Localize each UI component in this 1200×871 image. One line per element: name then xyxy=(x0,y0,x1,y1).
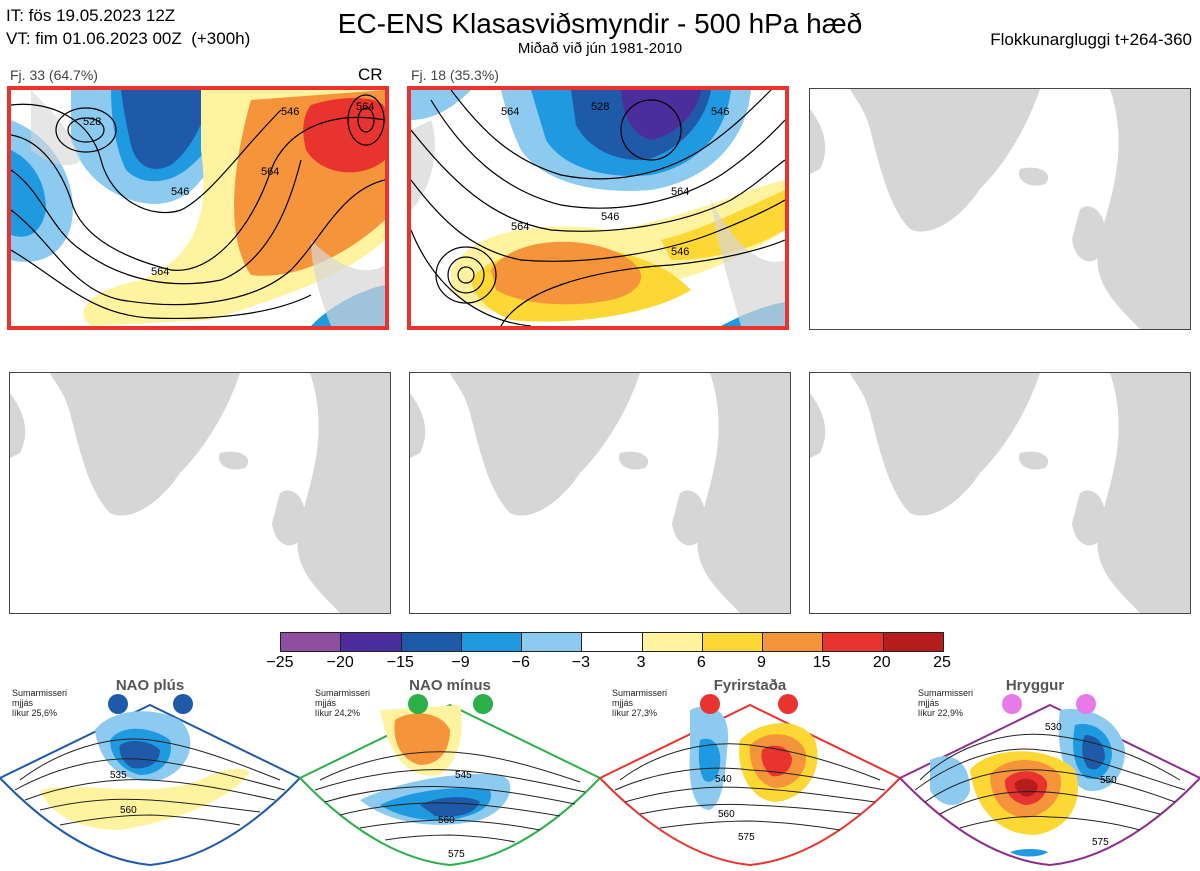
panel-1-contour-label: 564 xyxy=(356,101,374,113)
colorbar-tick: 20 xyxy=(872,654,891,671)
page-title: EC-ENS Klasasviðsmyndir - 500 hPa hæð xyxy=(337,8,863,39)
colorbar-swatch xyxy=(582,633,643,651)
colorbar-tick: 3 xyxy=(636,654,646,671)
colorbar-swatch xyxy=(823,633,884,651)
cluster-map-1[interactable]: 528 546 564 564 546 564 xyxy=(7,86,389,330)
panel-2-contour-label: 564 xyxy=(511,221,529,233)
panel-1-label: Fj. 33 (64.7%) xyxy=(10,67,98,83)
regime-3-marker xyxy=(778,694,798,714)
colorbar-swatch xyxy=(883,633,943,651)
regime-2-title: NAO mínus xyxy=(409,677,491,694)
regime-4-map[interactable]: 530 550 575 xyxy=(898,694,1200,867)
regime-1-contour-label: 560 xyxy=(120,805,137,816)
regime-4-contour-label: 550 xyxy=(1100,775,1117,786)
colorbar-tick: 15 xyxy=(812,654,831,671)
colorbar xyxy=(280,632,944,652)
regime-3-marker xyxy=(700,694,720,714)
colorbar-swatch xyxy=(401,633,462,651)
panel-1-contour-label: 528 xyxy=(83,116,101,128)
panel-2-contour-label: 546 xyxy=(671,246,689,258)
regime-3-contour-label: 575 xyxy=(738,832,755,843)
colorbar-tick: −25 xyxy=(266,654,294,671)
panel-2-contour-label: 564 xyxy=(501,106,519,118)
panel-1-contour-label: 564 xyxy=(151,266,169,278)
regime-4-note: Sumarmisseri mjjás líkur 22,9% xyxy=(918,688,974,718)
page-subtitle: Miðað við jún 1981-2010 xyxy=(517,40,683,57)
regime-3-contour-label: 560 xyxy=(718,809,735,820)
panel-2-contour-label: 528 xyxy=(591,101,609,113)
regime-3-note: Sumarmisseri mjjás líkur 27,3% xyxy=(612,688,668,718)
regime-4-marker xyxy=(1002,694,1022,714)
colorbar-swatch xyxy=(763,633,824,651)
regime-2-contour-label: 560 xyxy=(438,815,455,826)
empty-map-5 xyxy=(409,372,791,614)
colorbar-tick: −9 xyxy=(451,654,470,671)
regime-3-title: Fyrirstaða xyxy=(713,677,787,694)
regime-1-note: Sumarmisseri mjjás líkur 25,6% xyxy=(12,688,68,718)
colorbar-tick: −6 xyxy=(511,654,530,671)
classification-window: Flokkunargluggi t+264-360 xyxy=(990,30,1192,49)
colorbar-swatch xyxy=(341,633,402,651)
cluster-map-2[interactable]: 528 546 564 564 546 564 546 xyxy=(407,86,789,330)
colorbar-tick: −20 xyxy=(326,654,354,671)
cluster-map-1-svg: 528 546 564 564 546 564 xyxy=(11,90,385,326)
panel-1-contour-label: 546 xyxy=(281,106,299,118)
regime-4-contour-label: 530 xyxy=(1045,722,1062,733)
panel-1-contour-label: 564 xyxy=(261,166,279,178)
empty-map-6 xyxy=(809,372,1191,614)
regime-1-contour-label: 535 xyxy=(110,770,127,781)
colorbar-swatch xyxy=(281,633,342,651)
regime-4-title: Hryggur xyxy=(1005,677,1065,694)
valid-time: VT: fim 01.06.2023 00Z (+300h) xyxy=(6,29,251,48)
colorbar-swatch xyxy=(522,633,583,651)
regime-2-map[interactable]: 545 560 575 xyxy=(298,694,602,867)
colorbar-swatch xyxy=(702,633,764,651)
regime-2-marker xyxy=(473,694,493,714)
colorbar-swatch xyxy=(642,633,703,651)
colorbar-swatch xyxy=(461,633,523,651)
regime-1-map[interactable]: 535 560 xyxy=(0,694,302,867)
regime-1-marker xyxy=(173,694,193,714)
panel-2-contour-label: 546 xyxy=(601,211,619,223)
regime-1-marker xyxy=(108,694,128,714)
cluster-map-2-svg: 528 546 564 564 546 564 546 xyxy=(411,90,785,326)
regime-4-marker xyxy=(1076,694,1096,714)
regime-4-contour-label: 575 xyxy=(1092,837,1109,848)
regime-2-contour-label: 545 xyxy=(455,770,472,781)
panel-1-tag: CR xyxy=(358,65,383,84)
colorbar-tick: −15 xyxy=(386,654,414,671)
empty-map-4 xyxy=(9,372,391,614)
colorbar-tick: 9 xyxy=(757,654,766,671)
empty-map-3 xyxy=(809,88,1191,330)
regime-2-contour-label: 575 xyxy=(448,849,465,860)
panel-2-contour-label: 546 xyxy=(711,106,729,118)
regime-maps: 535 560 545 560 575 xyxy=(0,694,1200,867)
panel-2-label: Fj. 18 (35.3%) xyxy=(411,67,499,83)
regime-3-contour-label: 540 xyxy=(715,774,732,785)
regime-3-map[interactable]: 540 560 575 xyxy=(598,694,902,867)
init-time: IT: fös 19.05.2023 12Z xyxy=(6,6,176,25)
colorbar-tick: 25 xyxy=(933,654,951,671)
header-info: IT: fös 19.05.2023 12Z VT: fim 01.06.202… xyxy=(6,4,250,50)
regime-2-note: Sumarmisseri mjjás líkur 24,2% xyxy=(315,688,371,718)
panel-1-contour-label: 546 xyxy=(171,186,189,198)
regime-1-title: NAO plús xyxy=(115,677,185,694)
regime-2-marker xyxy=(408,694,428,714)
colorbar-tick: −3 xyxy=(571,654,591,671)
colorbar-tick: 6 xyxy=(696,654,706,671)
panel-2-contour-label: 564 xyxy=(671,186,689,198)
